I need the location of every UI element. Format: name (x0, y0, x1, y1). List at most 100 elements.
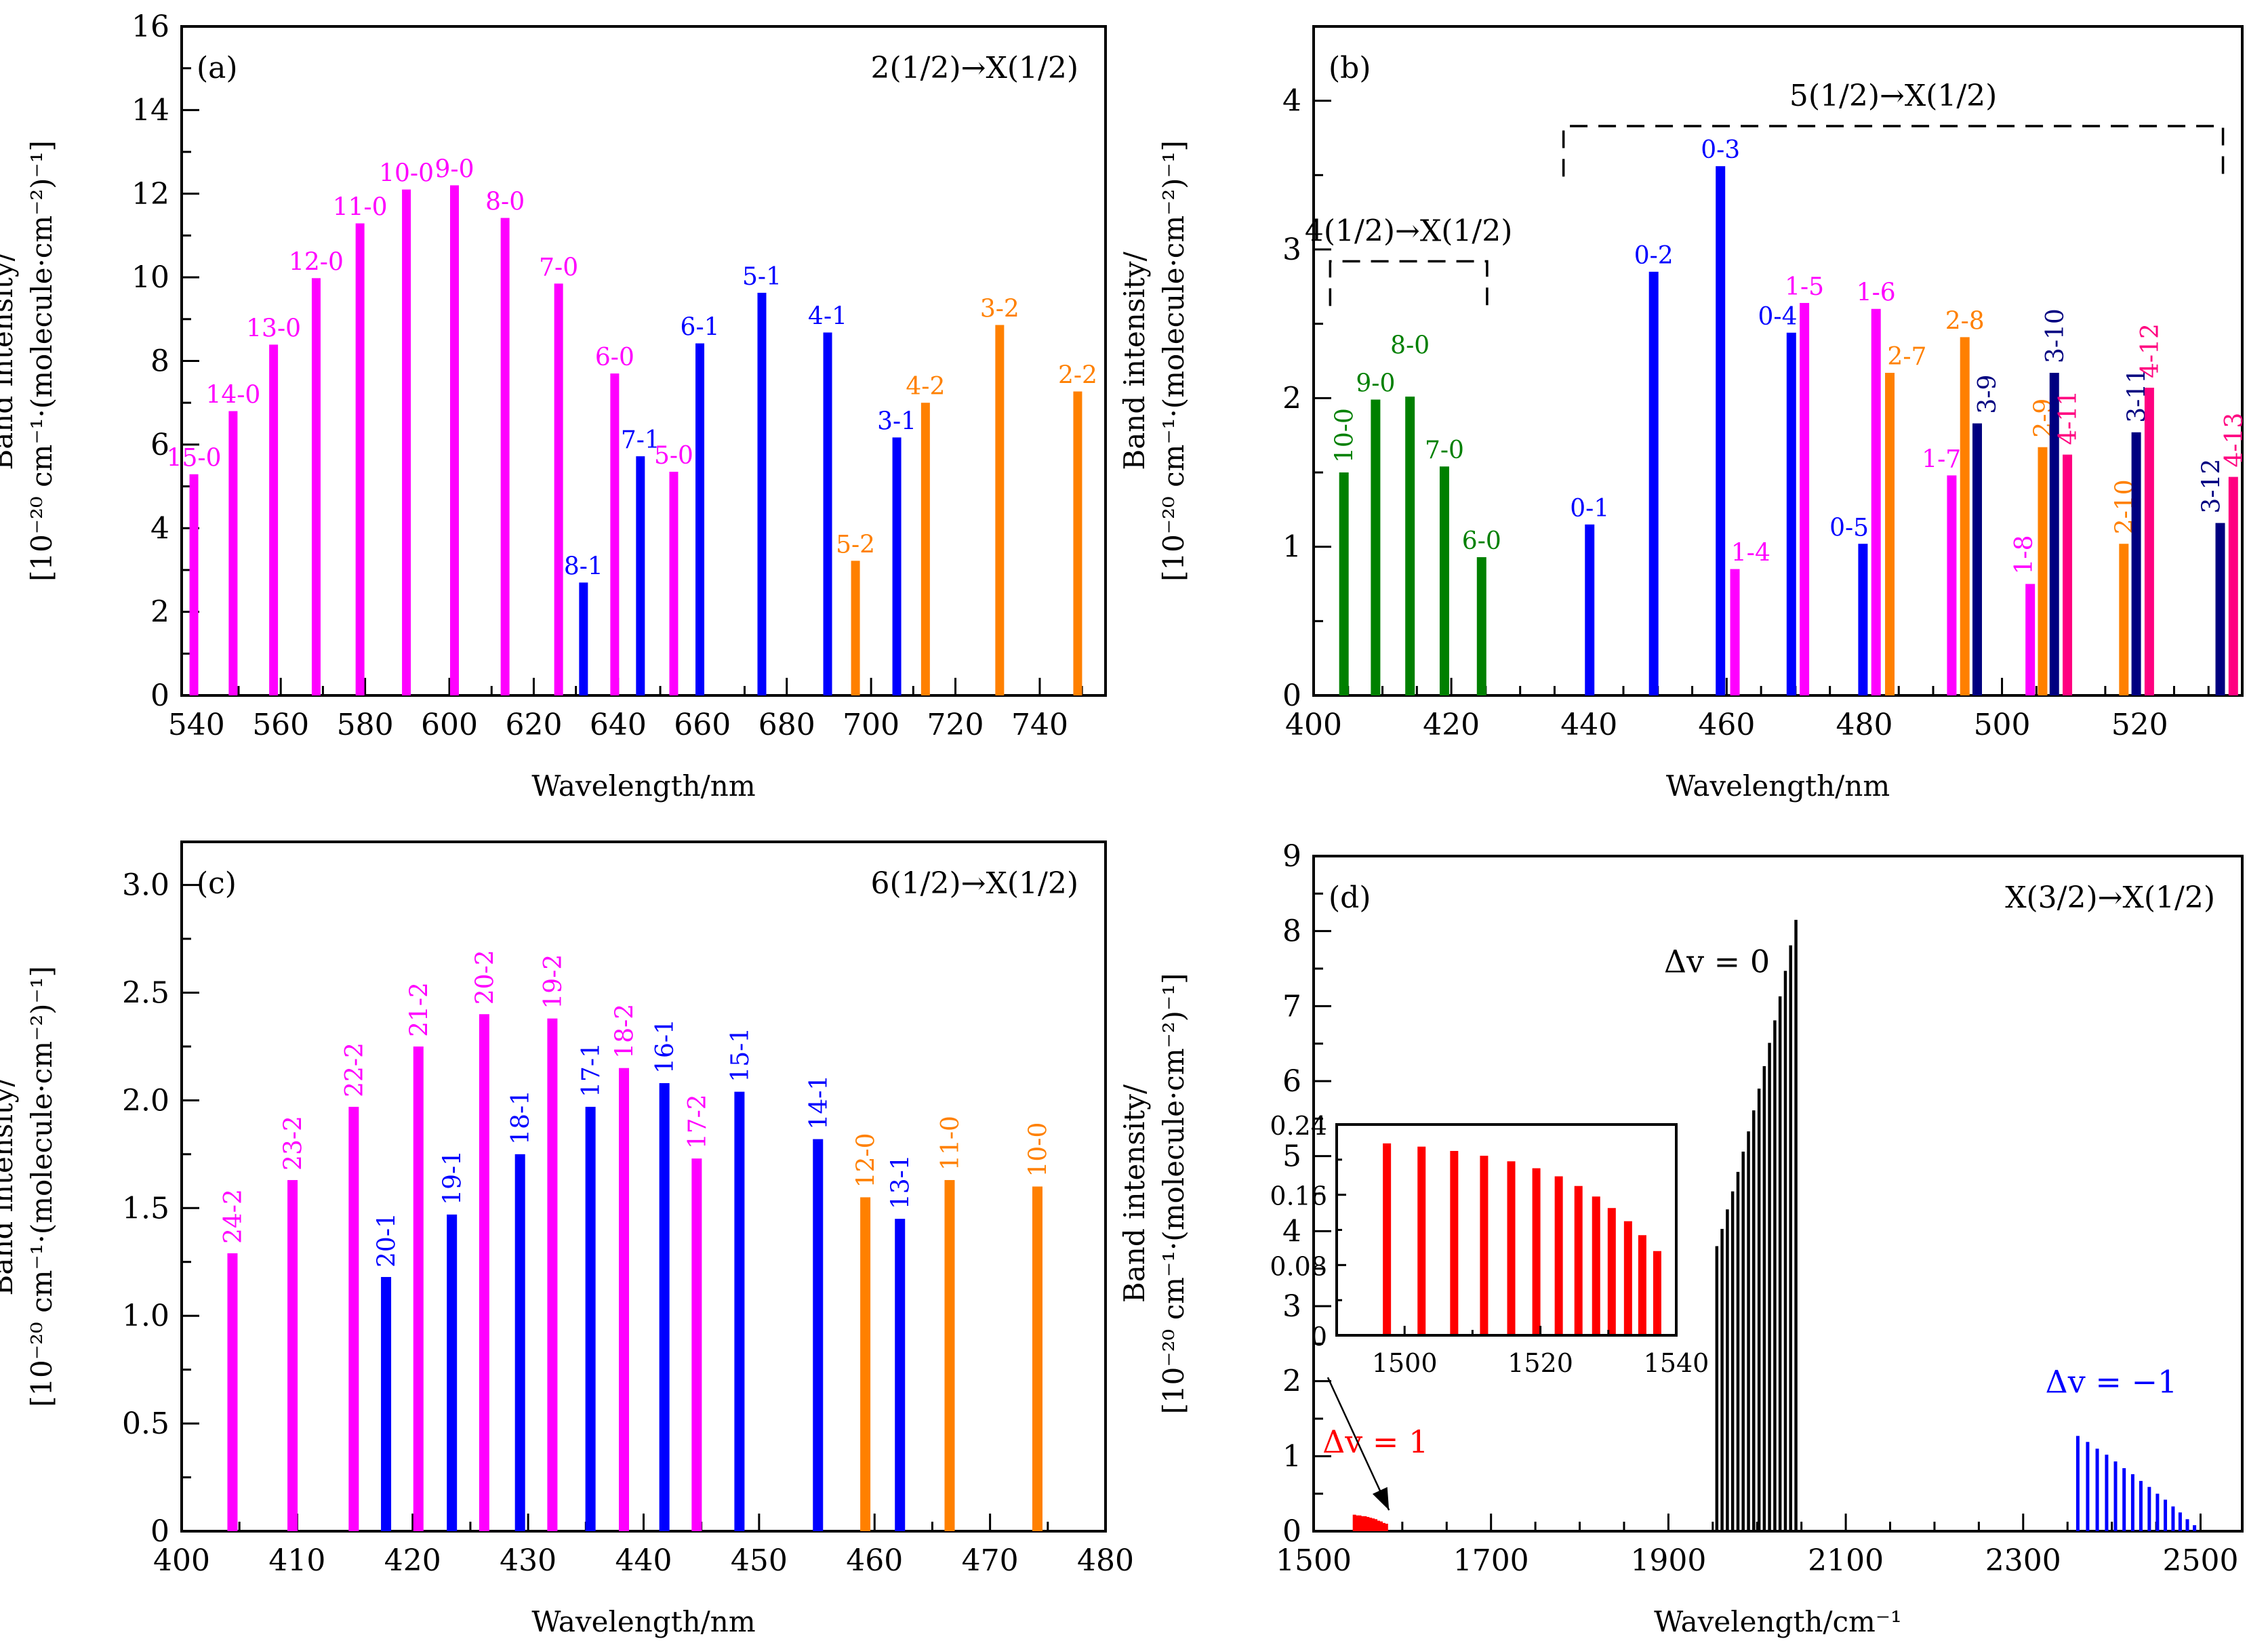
bar-blue (2130, 1474, 2134, 1531)
y-tick-label: 8 (150, 344, 169, 379)
bar-blue (2178, 1512, 2182, 1531)
inset-bar (1653, 1251, 1661, 1335)
bar-label: 10-0 (1024, 1122, 1052, 1177)
x-tick-label: 410 (268, 1543, 325, 1578)
y-tick-label: 1 (1282, 530, 1301, 565)
bar (691, 1158, 702, 1531)
bar-black (1720, 1229, 1724, 1531)
bar-label: 0-2 (1634, 242, 1674, 270)
bar (579, 582, 588, 695)
bar-black (1757, 1089, 1761, 1531)
y-axis-title-line1: Band intensity/ (1118, 1084, 1151, 1303)
x-tick-label: 440 (615, 1543, 672, 1578)
x-axis-title: Wavelength/nm (531, 769, 755, 803)
bar-blue (2122, 1468, 2126, 1531)
bar-label: 2-8 (1945, 307, 1985, 335)
group-bracket (1562, 125, 2225, 177)
inset-bar (1592, 1196, 1600, 1335)
y-tick-label: 5 (1282, 1139, 1301, 1174)
bar-black (1783, 971, 1787, 1531)
bar (944, 1179, 955, 1531)
bar-label: 0-1 (1570, 495, 1609, 523)
x-tick-label: 480 (1836, 708, 1892, 742)
bar-label: 3-1 (877, 407, 916, 435)
bar (381, 1276, 392, 1531)
bar (2215, 523, 2225, 695)
inset-bar (1554, 1176, 1563, 1335)
bar-label: 11-0 (333, 194, 388, 222)
arrow-head (1372, 1486, 1390, 1511)
bar (2119, 544, 2129, 695)
bar-label: 2-7 (1887, 343, 1926, 371)
bar-blue (2155, 1493, 2160, 1531)
bar-label: 4-12 (2137, 323, 2164, 378)
x-tick-label: 520 (2111, 708, 2168, 742)
bar-blue (2171, 1506, 2175, 1531)
x-tick-label: 1500 (1372, 1348, 1438, 1378)
bar-label: 24-2 (220, 1189, 247, 1244)
inset-bar (1417, 1146, 1426, 1335)
x-tick-label: 400 (1285, 708, 1342, 742)
bar (1032, 1186, 1042, 1531)
y-axis-title-line1: Band intensity/ (0, 251, 19, 470)
bar-black (1741, 1152, 1745, 1531)
y-axis-title-line1: Band intensity/ (0, 1077, 19, 1296)
bar (823, 332, 832, 695)
y-tick-label: 0 (150, 1514, 169, 1549)
y-axis-title-line2: [10⁻²⁰ cm⁻¹·(molecule·cm⁻²)⁻¹] (25, 966, 58, 1407)
bar-label: 6-0 (595, 344, 634, 371)
bar (348, 1106, 359, 1531)
y-tick-label: 8 (1282, 914, 1301, 949)
bar-black (1752, 1110, 1756, 1531)
plot-frame (180, 840, 1107, 1533)
x-tick-label: 620 (505, 708, 562, 742)
bar (1439, 466, 1449, 695)
panel-a: 540 560 580 600 620 640 660 680 700 720 740 0 2 4 6 8 10… (0, 9, 1107, 803)
y-tick-label: 0 (1282, 1514, 1301, 1549)
bar-black (1726, 1209, 1729, 1531)
bar (1858, 544, 1868, 695)
bar-label: 10-0 (379, 160, 434, 188)
series-annotation: Δv = −1 (2046, 1363, 2178, 1400)
bar-label: 17-2 (684, 1094, 712, 1149)
bar (669, 471, 679, 695)
series-annotation: Δv = 1 (1322, 1423, 1428, 1460)
bar (514, 1154, 525, 1531)
x-tick-label: 680 (758, 708, 815, 742)
bar-black (1789, 945, 1792, 1531)
bar-black (1778, 996, 1782, 1531)
bar-blue (2095, 1448, 2099, 1531)
bar (995, 325, 1005, 696)
bar-label: 6-0 (1462, 527, 1501, 555)
bar-red (1358, 1515, 1362, 1531)
bar-black (1762, 1066, 1766, 1531)
x-tick-label: 440 (1560, 708, 1617, 742)
y-tick-label: 3 (1282, 1289, 1301, 1324)
bar-label: 1-8 (2010, 535, 2038, 575)
series-annotation: Δv = 0 (1664, 944, 1770, 980)
y-tick-label: 2 (1282, 381, 1301, 416)
y-tick-label: 9 (1282, 839, 1301, 874)
x-tick-label: 2500 (2163, 1543, 2239, 1578)
bar (355, 223, 365, 696)
bar-label: 20-1 (373, 1213, 401, 1268)
bar-label: 5-0 (654, 442, 693, 470)
bar (311, 278, 321, 695)
x-tick-label: 480 (1077, 1543, 1134, 1578)
bar-red (1374, 1519, 1378, 1531)
x-tick-label: 540 (168, 708, 225, 742)
y-tick-label: 1.0 (122, 1299, 169, 1333)
bar (1371, 399, 1381, 695)
bar (585, 1106, 596, 1531)
bar (851, 561, 860, 695)
bar-label: 3-12 (2198, 459, 2225, 514)
inset-bar (1623, 1221, 1632, 1335)
bar-red (1384, 1523, 1388, 1531)
bar (636, 456, 645, 695)
bar (1585, 524, 1595, 695)
bar-label: 19-1 (439, 1150, 467, 1205)
bar-label: 7-1 (621, 426, 660, 454)
bar (1716, 166, 1726, 695)
bar-label: 16-1 (651, 1019, 679, 1074)
